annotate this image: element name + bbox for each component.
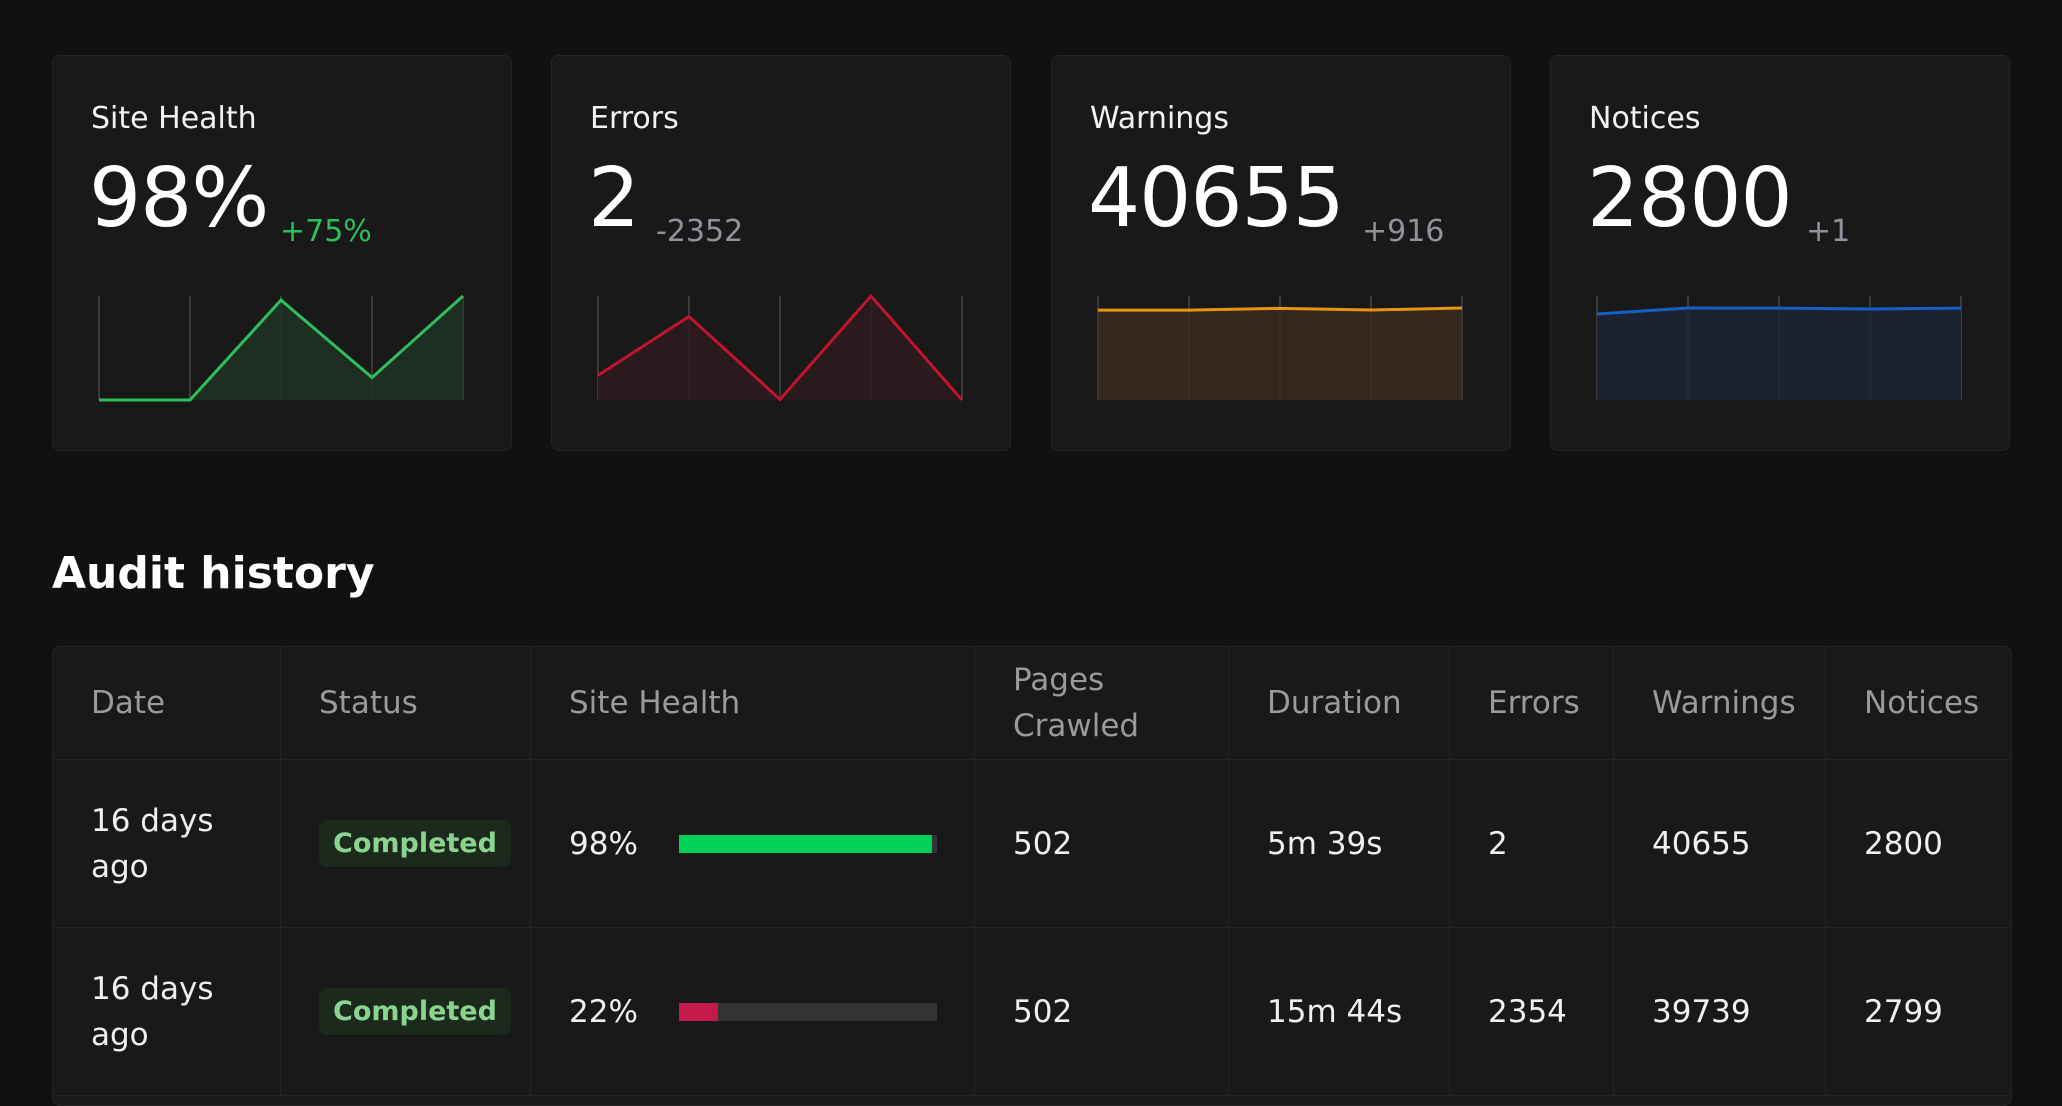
site-health-sparkline: [98, 294, 465, 402]
sparkline-area: [1098, 307, 1462, 400]
sparkline-line: [597, 293, 964, 402]
notices-sparkline: [1596, 296, 1962, 400]
status-cell: Completed: [281, 928, 531, 1095]
duration-cell: 15m 44s: [1229, 928, 1450, 1095]
site-health-cell: 98%: [531, 760, 975, 927]
card-label: Site Health: [91, 101, 257, 136]
sparkline-area: [598, 296, 962, 400]
column-header-errors[interactable]: Errors: [1450, 647, 1614, 759]
warnings-sparkline: [1097, 296, 1463, 400]
card-delta: +916: [1362, 214, 1445, 249]
warnings-cell: 40655: [1614, 760, 1826, 927]
card-value: 2800: [1587, 151, 1793, 246]
card-delta: -2352: [656, 214, 744, 249]
card-value: 98%: [89, 151, 269, 246]
sparkline-area: [99, 296, 463, 400]
table-row[interactable]: 16 days ago Completed 22% 502 15m 44s 23…: [53, 928, 2011, 1096]
card-delta: +75%: [280, 214, 372, 249]
card-value: 40655: [1088, 151, 1345, 246]
notices-cell: 2800: [1864, 825, 1943, 862]
metric-cards: Site Health 98% +75% Errors 2 -2352 Warn…: [52, 55, 2012, 453]
pages-crawled-cell: 502: [975, 928, 1229, 1095]
card-label: Warnings: [1090, 101, 1229, 136]
card-delta: +1: [1806, 214, 1851, 249]
site-health-cell: 22%: [531, 928, 975, 1095]
notices-cell: 2799: [1864, 993, 1943, 1030]
health-progress-fill: [679, 834, 932, 853]
status-badge: Completed: [319, 820, 511, 867]
health-progress-bar: [679, 1002, 937, 1021]
table-header: Date Status Site Health Pages Crawled Du…: [53, 647, 2011, 760]
errors-cell: 2354: [1450, 928, 1614, 1095]
card-warnings[interactable]: Warnings 40655 +916: [1051, 55, 1511, 451]
site-health-value: 22%: [569, 993, 638, 1030]
health-progress-bar: [679, 834, 937, 853]
site-health-value: 98%: [569, 825, 638, 862]
card-notices[interactable]: Notices 2800 +1: [1550, 55, 2010, 451]
column-header-duration[interactable]: Duration: [1229, 647, 1450, 759]
audit-history-table: Date Status Site Health Pages Crawled Du…: [52, 646, 2012, 1106]
status-badge: Completed: [319, 988, 511, 1035]
card-label: Errors: [590, 101, 679, 136]
sparkline-line: [1098, 306, 1463, 312]
errors-sparkline: [597, 293, 964, 402]
card-site-health[interactable]: Site Health 98% +75%: [52, 55, 512, 451]
sparkline-area: [1597, 307, 1961, 400]
health-progress-fill: [679, 1002, 718, 1021]
sparkline-line: [1596, 306, 1962, 316]
section-title: Audit history: [52, 548, 375, 599]
pages-crawled-cell: 502: [975, 760, 1229, 927]
table-row[interactable]: 16 days ago Completed 98% 502 5m 39s 2 4…: [53, 760, 2011, 928]
column-header-warnings[interactable]: Warnings: [1614, 647, 1826, 759]
column-header-notices[interactable]: Notices: [1864, 685, 1980, 721]
date-cell: 16 days ago: [53, 928, 281, 1095]
warnings-cell: 39739: [1614, 928, 1826, 1095]
errors-cell: 2: [1450, 760, 1614, 927]
status-cell: Completed: [281, 760, 531, 927]
column-header-date[interactable]: Date: [53, 647, 281, 759]
card-errors[interactable]: Errors 2 -2352: [551, 55, 1011, 451]
card-label: Notices: [1589, 101, 1701, 136]
column-header-pages-crawled[interactable]: Pages Crawled: [975, 647, 1229, 759]
date-cell: 16 days ago: [53, 760, 281, 927]
column-header-site-health[interactable]: Site Health: [531, 647, 975, 759]
column-header-status[interactable]: Status: [281, 647, 531, 759]
sparkline-line: [99, 294, 465, 402]
card-value: 2: [588, 151, 640, 246]
duration-cell: 5m 39s: [1229, 760, 1450, 927]
